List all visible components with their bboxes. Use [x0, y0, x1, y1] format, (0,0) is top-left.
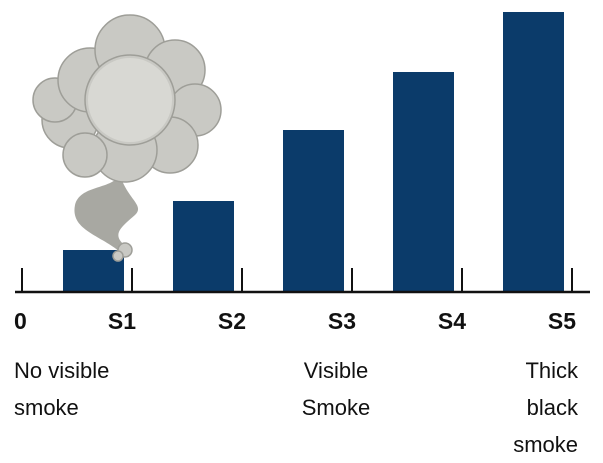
x-tick-label: S2 [218, 308, 246, 334]
x-tick-label: S1 [108, 308, 136, 334]
bar [393, 72, 454, 292]
annotation: Smoke [302, 395, 370, 420]
x-tick-label: S3 [328, 308, 356, 334]
annotation: Visible [304, 358, 368, 383]
smoke-illustration [32, 14, 222, 262]
annotation: Thick [525, 358, 579, 383]
x-tick-label: S5 [548, 308, 576, 334]
x-tick-label: 0 [14, 308, 27, 334]
bars [63, 12, 564, 292]
annotation: smoke [513, 432, 578, 457]
annotation: No visible [14, 358, 109, 383]
bar [173, 201, 234, 292]
annotation: black [527, 395, 579, 420]
annotation: smoke [14, 395, 79, 420]
bar [283, 130, 344, 292]
x-tick-label: S4 [438, 308, 466, 334]
bar [503, 12, 564, 292]
